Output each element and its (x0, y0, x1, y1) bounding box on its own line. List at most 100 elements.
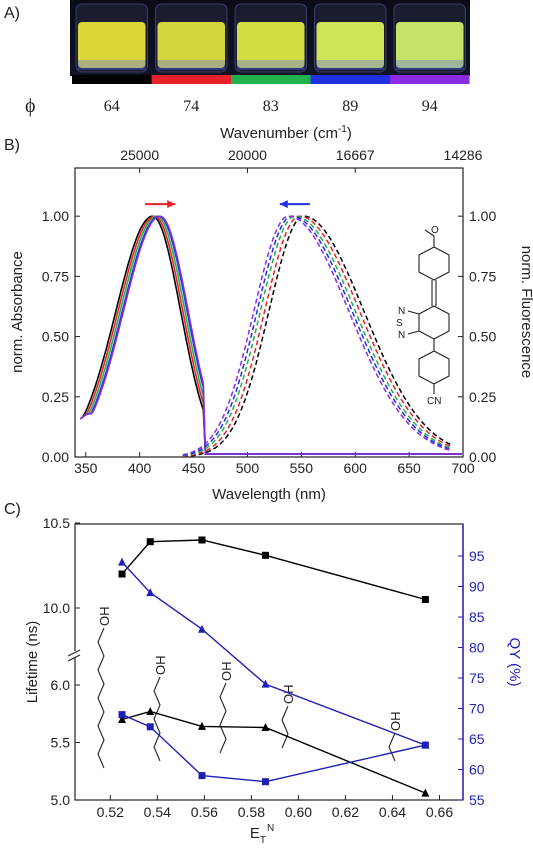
vial-glow-3 (237, 60, 305, 70)
benzothiadiazole-ring (418, 305, 450, 340)
methoxy-oxygen-label: O (431, 225, 439, 236)
methoxyphenyl-ring (418, 246, 450, 281)
vial-glow-2 (157, 60, 225, 70)
c-series-4-point-4 (261, 778, 269, 786)
alcohol-chain-3 (219, 682, 227, 754)
b-xtick-label-1: 400 (128, 460, 152, 476)
vial-liquid-4 (316, 22, 384, 68)
shift-arrows (145, 200, 310, 209)
panel-b-label: B) (4, 137, 20, 154)
shift-arrow-head-1 (167, 200, 176, 209)
alcohol-chain-1 (97, 627, 105, 769)
c-series-3-point-3 (197, 624, 206, 633)
phi-value-2: 74 (183, 98, 199, 115)
c-ytick-label-left-0: 5.0 (51, 792, 71, 808)
nitrogen-label-top: N (398, 306, 405, 317)
c-series-1-point-1 (118, 570, 126, 578)
c-series-3-point-1 (118, 557, 127, 566)
panel-c-ylabel-left: Lifetime (ns) (24, 621, 41, 704)
b-ytick-label-left-4: 1.00 (42, 208, 69, 224)
fluorescence-curve-1 (182, 215, 453, 458)
alcohol-structures: OH OH OH OH OH (97, 607, 403, 769)
alcohol-chain-4 (281, 705, 289, 749)
panel-a-label: A) (4, 5, 20, 22)
vial-photo (75, 3, 466, 73)
c-ytick-label-right-1: 60 (469, 762, 485, 778)
c-ytick-label-right-0: 55 (469, 792, 485, 808)
top-axis-title: Wavenumber (cm-1) (220, 124, 352, 142)
panel-b-curves (79, 215, 462, 458)
panel-b-xlabel: Wavelength (nm) (212, 486, 326, 503)
cyano-label: CN (427, 396, 441, 407)
methyl-bond (424, 229, 435, 237)
shift-arrow-head-2 (279, 200, 288, 209)
panel-b-ylabel-left: norm. Absorbance (9, 251, 26, 373)
alcohol-oh-label-5: OH (388, 712, 403, 732)
alcohol-oh-label-1: OH (97, 607, 112, 627)
c-series-1-point-5 (421, 596, 429, 603)
alcohol-oh-label-2: OH (153, 656, 168, 676)
alcohol-oh-label-3: OH (219, 662, 234, 682)
sulfur-label: S (396, 318, 403, 329)
c-series-2-point-4 (261, 723, 270, 732)
c-series-3-point-2 (146, 588, 155, 597)
b-top-tick-label-1: 20000 (228, 147, 267, 163)
b-xtick-label-5: 600 (344, 460, 368, 476)
c-ytick-label-right-7: 90 (469, 579, 485, 595)
c-series-4-point-3 (198, 772, 206, 780)
c-series-1-point-2 (146, 538, 154, 546)
b-ytick-label-right-1: 0.25 (469, 389, 496, 405)
panel-c-series (118, 536, 430, 797)
phi-value-row: 64 74 83 89 94 (104, 98, 438, 115)
c-ytick-label-left-3: 10.0 (43, 600, 70, 616)
b-top-tick-label-0: 25000 (120, 147, 159, 163)
panel-c-frame (74, 523, 464, 801)
vial-glow-1 (78, 60, 146, 70)
panel-c-ticks: 0.52 0.54 0.56 0.58 0.60 0.62 0.64 0.66 5.0 5.5 6.… (43, 515, 485, 820)
top-axis-tick-labels: 25000 20000 16667 14286 (120, 147, 482, 163)
axis-break-mark (67, 649, 83, 662)
b-xtick-label-3: 500 (236, 460, 260, 476)
c-ytick-label-right-2: 65 (469, 731, 485, 747)
panel-b-ylabel-right: norm. Fluorescence (518, 246, 533, 379)
fluorescence-curve-3 (182, 215, 453, 457)
phi-value-5: 94 (422, 98, 438, 115)
nitrogen-label-bottom: N (398, 330, 405, 341)
b-ytick-label-right-4: 1.00 (469, 208, 496, 224)
fluorescence-curve-5 (182, 215, 453, 456)
fluorescence-curve-4 (182, 215, 453, 457)
b-top-tick-label-2: 16667 (336, 147, 375, 163)
c-ytick-label-left-4: 10.5 (43, 515, 70, 531)
c-series-2-point-2 (146, 706, 155, 715)
molecule-structure (407, 229, 450, 394)
panel-c-label: C) (4, 501, 21, 518)
c-series-4-point-1 (118, 711, 126, 719)
c-series-2-point-3 (197, 721, 206, 730)
c-ytick-label-right-3: 70 (469, 701, 485, 717)
panel-c-xlabel: ETN (250, 823, 274, 846)
c-xtick-label-5: 0.62 (332, 804, 359, 820)
b-ytick-label-right-0: 0.00 (469, 449, 496, 465)
thiadiazole-bond-1 (407, 310, 420, 315)
vial-liquid-3 (237, 22, 305, 68)
phi-value-3: 83 (263, 98, 279, 115)
b-ytick-label-left-0: 0.00 (42, 449, 69, 465)
c-series-line-3 (121, 561, 426, 746)
b-xtick-label-4: 550 (290, 460, 314, 476)
b-ytick-label-right-3: 0.75 (469, 268, 496, 284)
vial-liquid-1 (78, 22, 146, 68)
c-ytick-label-right-4: 75 (469, 670, 485, 686)
b-ytick-label-left-1: 0.25 (42, 389, 69, 405)
c-series-3-point-4 (261, 679, 270, 688)
c-series-line-2 (121, 710, 426, 794)
c-xtick-label-2: 0.56 (191, 804, 218, 820)
phi-value-4: 89 (342, 98, 358, 115)
absorbance-curve-5 (79, 215, 462, 455)
alcohol-chain-5 (388, 732, 396, 762)
c-xtick-label-0: 0.52 (97, 804, 124, 820)
panel-b-frame (74, 167, 464, 458)
b-ytick-label-left-2: 0.50 (42, 329, 69, 345)
c-ytick-label-left-1: 5.5 (51, 735, 71, 751)
alcohol-oh-label-4: OH (281, 685, 296, 705)
